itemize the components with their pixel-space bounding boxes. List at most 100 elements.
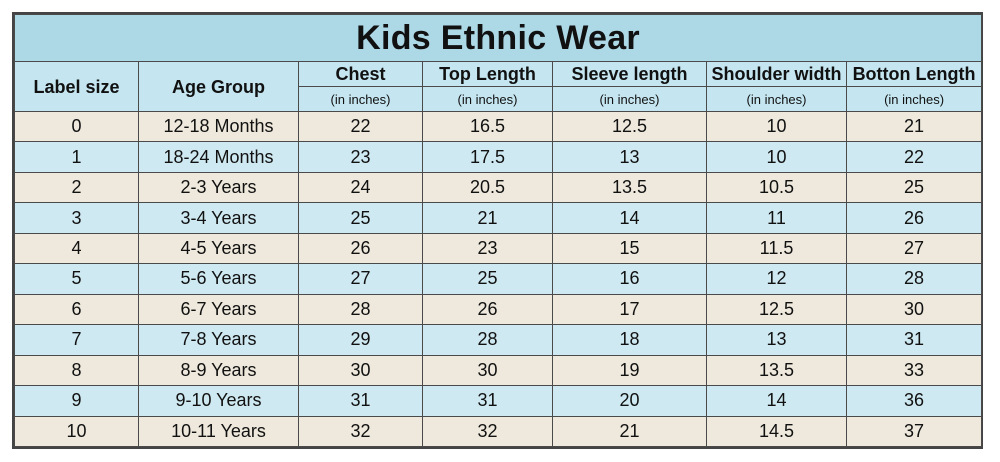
cell-bottom-length: 22 <box>845 141 983 173</box>
cell-shoulder-width: 11 <box>706 202 847 234</box>
cell-chest: 25 <box>298 202 423 234</box>
cell-chest: 29 <box>298 324 423 356</box>
table-row: 0 12-18 Months 22 16.5 12.5 10 21 <box>14 110 983 143</box>
cell-sleeve-length: 14 <box>552 202 707 234</box>
cell-sleeve-length: 12.5 <box>552 110 707 143</box>
header-bottom-length: Botton Length <box>845 61 983 87</box>
header-top-length: Top Length <box>422 61 553 87</box>
cell-top-length: 20.5 <box>422 171 553 204</box>
cell-bottom-length: 36 <box>845 385 983 417</box>
cell-top-length: 21 <box>422 202 553 234</box>
cell-bottom-length: 28 <box>845 263 983 295</box>
cell-label-size: 5 <box>14 263 139 295</box>
cell-chest: 27 <box>298 263 423 295</box>
cell-label-size: 4 <box>14 232 139 265</box>
header-chest: Chest <box>298 61 423 87</box>
cell-label-size: 8 <box>14 354 139 387</box>
cell-label-size: 7 <box>14 324 139 356</box>
cell-top-length: 25 <box>422 263 553 295</box>
cell-bottom-length: 30 <box>845 293 983 326</box>
cell-bottom-length: 33 <box>845 354 983 387</box>
cell-bottom-length: 31 <box>845 324 983 356</box>
cell-top-length: 26 <box>422 293 553 326</box>
cell-bottom-length: 21 <box>845 110 983 143</box>
cell-chest: 26 <box>298 232 423 265</box>
cell-age-group: 8-9 Years <box>138 354 299 387</box>
cell-label-size: 2 <box>14 171 139 204</box>
cell-chest: 23 <box>298 141 423 173</box>
cell-label-size: 1 <box>14 141 139 173</box>
table-row: 2 2-3 Years 24 20.5 13.5 10.5 25 <box>14 171 983 204</box>
cell-age-group: 6-7 Years <box>138 293 299 326</box>
cell-shoulder-width: 12 <box>706 263 847 295</box>
cell-sleeve-length: 13.5 <box>552 171 707 204</box>
cell-label-size: 9 <box>14 385 139 417</box>
cell-label-size: 3 <box>14 202 139 234</box>
cell-top-length: 28 <box>422 324 553 356</box>
cell-label-size: 0 <box>14 110 139 143</box>
unit-chest: (in inches) <box>298 86 423 112</box>
table-row: 1 18-24 Months 23 17.5 13 10 22 <box>14 141 983 173</box>
size-chart-table: Kids Ethnic Wear Label size Age Group Ch… <box>13 14 983 448</box>
cell-shoulder-width: 11.5 <box>706 232 847 265</box>
cell-sleeve-length: 16 <box>552 263 707 295</box>
chart-title: Kids Ethnic Wear <box>13 14 983 62</box>
cell-age-group: 10-11 Years <box>138 415 299 448</box>
cell-sleeve-length: 15 <box>552 232 707 265</box>
cell-shoulder-width: 13.5 <box>706 354 847 387</box>
cell-top-length: 32 <box>422 415 553 448</box>
unit-top-length: (in inches) <box>422 86 553 112</box>
unit-shoulder-width: (in inches) <box>706 86 847 112</box>
cell-chest: 24 <box>298 171 423 204</box>
cell-bottom-length: 26 <box>845 202 983 234</box>
cell-age-group: 4-5 Years <box>138 232 299 265</box>
cell-label-size: 10 <box>14 415 139 448</box>
cell-sleeve-length: 18 <box>552 324 707 356</box>
cell-age-group: 7-8 Years <box>138 324 299 356</box>
cell-chest: 22 <box>298 110 423 143</box>
cell-chest: 28 <box>298 293 423 326</box>
cell-shoulder-width: 10.5 <box>706 171 847 204</box>
cell-top-length: 30 <box>422 354 553 387</box>
cell-chest: 31 <box>298 385 423 417</box>
size-rows: 0 12-18 Months 22 16.5 12.5 10 21 1 18-24 Months… <box>14 110 983 448</box>
header-shoulder-width: Shoulder width <box>706 61 847 87</box>
table-row: 6 6-7 Years 28 26 17 12.5 30 <box>14 293 983 326</box>
cell-shoulder-width: 14 <box>706 385 847 417</box>
cell-age-group: 5-6 Years <box>138 263 299 295</box>
table-row: 4 4-5 Years 26 23 15 11.5 27 <box>14 232 983 265</box>
cell-sleeve-length: 13 <box>552 141 707 173</box>
header-age-group: Age Group <box>138 61 299 112</box>
cell-top-length: 16.5 <box>422 110 553 143</box>
table-row: 7 7-8 Years 29 28 18 13 31 <box>14 324 983 356</box>
cell-shoulder-width: 12.5 <box>706 293 847 326</box>
table-row: 10 10-11 Years 32 32 21 14.5 37 <box>14 415 983 448</box>
cell-bottom-length: 37 <box>845 415 983 448</box>
cell-shoulder-width: 14.5 <box>706 415 847 448</box>
cell-top-length: 17.5 <box>422 141 553 173</box>
cell-age-group: 12-18 Months <box>138 110 299 143</box>
cell-age-group: 2-3 Years <box>138 171 299 204</box>
cell-sleeve-length: 20 <box>552 385 707 417</box>
cell-sleeve-length: 21 <box>552 415 707 448</box>
cell-age-group: 9-10 Years <box>138 385 299 417</box>
table-row: 8 8-9 Years 30 30 19 13.5 33 <box>14 354 983 387</box>
cell-top-length: 31 <box>422 385 553 417</box>
cell-age-group: 18-24 Months <box>138 141 299 173</box>
unit-sleeve-length: (in inches) <box>552 86 707 112</box>
table-row: 5 5-6 Years 27 25 16 12 28 <box>14 263 983 295</box>
cell-top-length: 23 <box>422 232 553 265</box>
cell-label-size: 6 <box>14 293 139 326</box>
unit-bottom-length: (in inches) <box>845 86 983 112</box>
size-chart: Kids Ethnic Wear Label size Age Group Ch… <box>12 12 983 449</box>
header-label-size: Label size <box>14 61 139 112</box>
cell-sleeve-length: 17 <box>552 293 707 326</box>
cell-chest: 30 <box>298 354 423 387</box>
cell-shoulder-width: 10 <box>706 110 847 143</box>
table-row: 3 3-4 Years 25 21 14 11 26 <box>14 202 983 234</box>
cell-age-group: 3-4 Years <box>138 202 299 234</box>
cell-chest: 32 <box>298 415 423 448</box>
table-row: 9 9-10 Years 31 31 20 14 36 <box>14 385 983 417</box>
cell-bottom-length: 27 <box>845 232 983 265</box>
header-sleeve-length: Sleeve length <box>552 61 707 87</box>
